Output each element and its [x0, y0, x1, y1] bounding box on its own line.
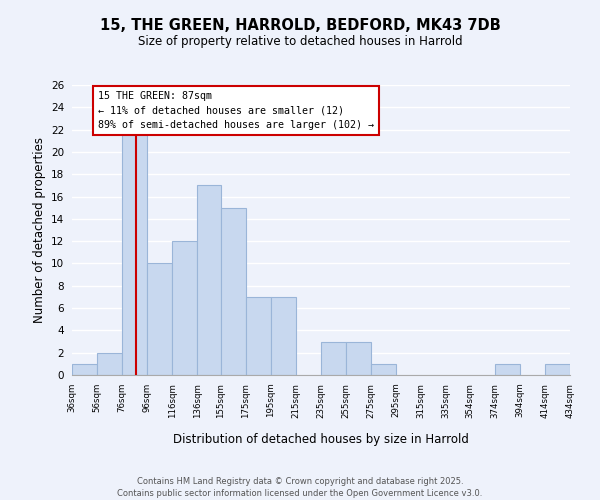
Bar: [172, 241, 197, 375]
Text: 15 THE GREEN: 87sqm
← 11% of detached houses are smaller (12)
89% of semi-detach: 15 THE GREEN: 87sqm ← 11% of detached ho…: [98, 90, 374, 130]
Text: Contains HM Land Registry data © Crown copyright and database right 2025.: Contains HM Land Registry data © Crown c…: [137, 478, 463, 486]
Bar: [197, 186, 221, 375]
Text: Distribution of detached houses by size in Harrold: Distribution of detached houses by size …: [173, 432, 469, 446]
Bar: [221, 208, 246, 375]
Bar: [371, 364, 396, 375]
Bar: [97, 352, 122, 375]
Bar: [495, 364, 520, 375]
Bar: [271, 297, 296, 375]
Bar: [545, 364, 570, 375]
Bar: [246, 297, 271, 375]
Y-axis label: Number of detached properties: Number of detached properties: [32, 137, 46, 323]
Text: Contains public sector information licensed under the Open Government Licence v3: Contains public sector information licen…: [118, 489, 482, 498]
Bar: [147, 264, 172, 375]
Bar: [72, 364, 97, 375]
Bar: [122, 130, 147, 375]
Bar: [321, 342, 346, 375]
Bar: [346, 342, 371, 375]
Text: 15, THE GREEN, HARROLD, BEDFORD, MK43 7DB: 15, THE GREEN, HARROLD, BEDFORD, MK43 7D…: [100, 18, 500, 32]
Text: Size of property relative to detached houses in Harrold: Size of property relative to detached ho…: [137, 35, 463, 48]
